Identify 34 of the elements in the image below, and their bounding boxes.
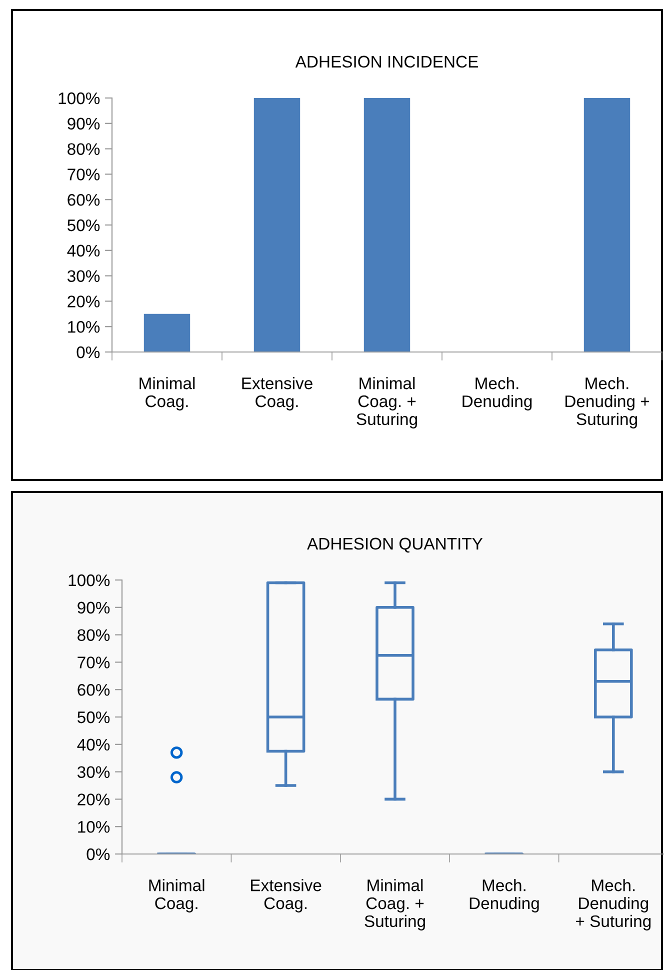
y-tick-label: 10%	[78, 821, 110, 833]
y-tick-label: 30%	[77, 766, 110, 778]
y-tick-label: 30%	[67, 270, 100, 282]
y-tick-label: 90%	[68, 118, 100, 130]
y-tick-label: 100%	[68, 574, 110, 586]
y-tick-label: 0%	[76, 346, 100, 358]
x-tick-label: Minimal Coag. + Suturing	[364, 879, 425, 930]
y-tick-label: 50%	[78, 711, 110, 724]
chart-title: ADHESION INCIDENCE	[295, 56, 478, 68]
y-tick-label: 20%	[78, 794, 110, 806]
y-tick-label: 20%	[68, 296, 100, 308]
y-tick-label: 60%	[68, 194, 100, 206]
y-tick-label: 80%	[78, 629, 110, 642]
x-tick-label: Minimal Coag. + Suturing	[356, 377, 417, 428]
x-tick-label: Mech. Denuding + Suturing	[576, 879, 651, 930]
x-tick-label: Mech. Denuding	[462, 377, 532, 410]
y-tick-label: 0%	[86, 848, 110, 860]
y-tick-label: 10%	[68, 321, 100, 333]
y-tick-label: 40%	[67, 244, 100, 257]
chart-title: ADHESION QUANTITY	[307, 538, 483, 553]
x-tick-label: Extensive Coag.	[242, 377, 312, 410]
x-tick-label: Extensive Coag.	[251, 879, 322, 912]
y-tick-label: 100%	[58, 92, 100, 104]
y-tick-label: 70%	[68, 168, 100, 180]
x-tick-label: Mech. Denuding + Suturing	[566, 377, 650, 428]
x-tick-label: Minimal Coag.	[149, 879, 204, 912]
y-tick-label: 40%	[77, 738, 110, 751]
y-tick-label: 80%	[68, 143, 100, 156]
y-tick-label: 50%	[68, 219, 100, 232]
x-tick-label: Mech. Denuding	[470, 879, 539, 912]
y-tick-label: 70%	[78, 656, 110, 668]
y-tick-label: 90%	[78, 602, 110, 614]
y-tick-label: 60%	[78, 684, 110, 696]
x-tick-label: Minimal Coag.	[140, 377, 195, 410]
